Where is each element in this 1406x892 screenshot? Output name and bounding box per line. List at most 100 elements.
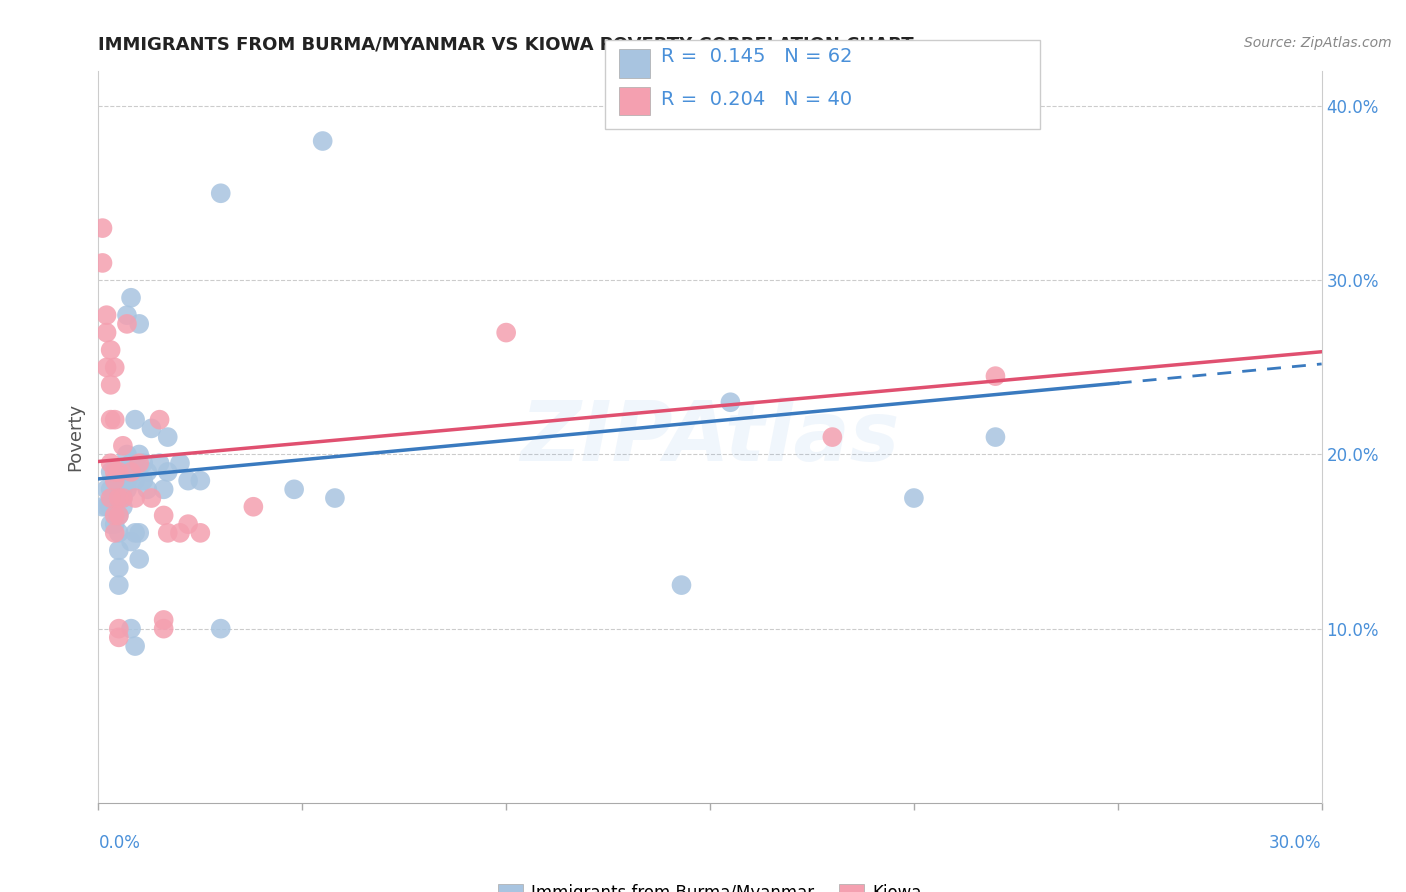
Point xyxy=(136,465,159,479)
Point xyxy=(128,552,150,566)
Point xyxy=(152,483,174,497)
Point xyxy=(124,525,146,540)
Point xyxy=(120,622,142,636)
Point xyxy=(169,456,191,470)
Point xyxy=(111,491,134,505)
Point xyxy=(91,500,114,514)
Point xyxy=(141,491,163,505)
Point xyxy=(128,448,150,462)
Point xyxy=(177,474,200,488)
Point xyxy=(120,465,142,479)
Point xyxy=(104,474,127,488)
Point xyxy=(108,508,131,523)
Point xyxy=(111,491,134,505)
Legend: Immigrants from Burma/Myanmar, Kiowa: Immigrants from Burma/Myanmar, Kiowa xyxy=(491,877,929,892)
Point xyxy=(104,508,127,523)
Point xyxy=(124,474,146,488)
Point xyxy=(111,483,134,497)
Point xyxy=(108,465,131,479)
Point xyxy=(100,412,122,426)
Point xyxy=(111,500,134,514)
Point xyxy=(115,483,138,497)
Point xyxy=(156,465,179,479)
Point xyxy=(177,517,200,532)
Point xyxy=(312,134,335,148)
Point xyxy=(111,474,134,488)
Point xyxy=(96,360,118,375)
Point xyxy=(671,578,693,592)
Point xyxy=(104,360,127,375)
Point xyxy=(128,525,150,540)
Point xyxy=(149,412,172,426)
Text: 30.0%: 30.0% xyxy=(1270,834,1322,852)
Point xyxy=(984,430,1007,444)
Point xyxy=(156,525,179,540)
Point xyxy=(115,448,138,462)
Point xyxy=(124,491,146,505)
Point xyxy=(132,456,155,470)
Point xyxy=(91,256,114,270)
Point xyxy=(124,639,146,653)
Point xyxy=(100,465,122,479)
Point xyxy=(323,491,346,505)
Point xyxy=(188,474,212,488)
Point xyxy=(209,622,232,636)
Text: Source: ZipAtlas.com: Source: ZipAtlas.com xyxy=(1244,36,1392,50)
Point xyxy=(141,421,163,435)
Point xyxy=(120,456,142,470)
Point xyxy=(242,500,264,514)
Point xyxy=(96,326,118,340)
Point xyxy=(124,412,146,426)
Point xyxy=(120,534,142,549)
Point xyxy=(100,491,122,505)
Point xyxy=(104,500,127,514)
Point xyxy=(108,631,131,645)
Point xyxy=(821,430,844,444)
Point xyxy=(104,517,127,532)
Point xyxy=(100,483,122,497)
Point xyxy=(108,543,131,558)
Point xyxy=(96,500,118,514)
Point xyxy=(100,500,122,514)
Y-axis label: Poverty: Poverty xyxy=(66,403,84,471)
Text: R =  0.145   N = 62: R = 0.145 N = 62 xyxy=(661,46,852,66)
Point xyxy=(108,491,131,505)
Point xyxy=(152,622,174,636)
Point xyxy=(115,308,138,322)
Point xyxy=(720,395,742,409)
Point xyxy=(128,456,150,470)
Point xyxy=(104,491,127,505)
Point xyxy=(149,456,172,470)
Point xyxy=(152,613,174,627)
Point xyxy=(108,525,131,540)
Point xyxy=(984,369,1007,384)
Point xyxy=(152,508,174,523)
Point xyxy=(104,465,127,479)
Point xyxy=(156,430,179,444)
Text: IMMIGRANTS FROM BURMA/MYANMAR VS KIOWA POVERTY CORRELATION CHART: IMMIGRANTS FROM BURMA/MYANMAR VS KIOWA P… xyxy=(98,36,914,54)
Point xyxy=(108,491,131,505)
Point xyxy=(108,578,131,592)
Point xyxy=(209,186,232,201)
Point xyxy=(111,465,134,479)
Point xyxy=(108,622,131,636)
Point xyxy=(91,221,114,235)
Text: ZIPAtlas: ZIPAtlas xyxy=(520,397,900,477)
Point xyxy=(115,474,138,488)
Text: R =  0.204   N = 40: R = 0.204 N = 40 xyxy=(661,90,852,110)
Text: 0.0%: 0.0% xyxy=(98,834,141,852)
Point xyxy=(188,525,212,540)
Point xyxy=(903,491,925,505)
Point xyxy=(108,508,131,523)
Point xyxy=(108,465,131,479)
Point xyxy=(100,377,122,392)
Point xyxy=(108,560,131,574)
Point xyxy=(115,465,138,479)
Point xyxy=(115,317,138,331)
Point xyxy=(120,291,142,305)
Point xyxy=(128,317,150,331)
Point xyxy=(104,525,127,540)
Point xyxy=(283,483,305,497)
Point xyxy=(136,483,159,497)
Point xyxy=(124,465,146,479)
